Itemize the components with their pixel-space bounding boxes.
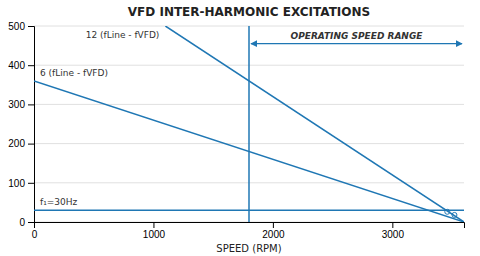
y-tick: 0 [19, 217, 34, 228]
range-arrow [251, 43, 462, 44]
labels: f₁=30Hz 6 (fLine - fVFD) 12 (fLine - fVFD) [40, 30, 159, 207]
line [165, 26, 464, 222]
x-axis-line [35, 223, 465, 229]
y-tick-mark [28, 65, 34, 66]
x-axis-title: SPEED (RPM) [216, 243, 281, 254]
y-tick-mark [28, 26, 34, 27]
y-tick-label: 500 [8, 21, 25, 32]
line-label: f₁=30Hz [40, 197, 78, 207]
annotation: OPERATING SPEED RANGE [291, 31, 424, 41]
y-tick-mark [28, 222, 34, 223]
y-tick-label: 200 [8, 138, 25, 149]
x-tick: 0 [32, 222, 38, 240]
y-tick: 500 [8, 21, 34, 32]
x-tick-label: 2000 [262, 229, 285, 240]
line-label: 6 (fLine - fVFD) [40, 68, 108, 78]
line [248, 26, 250, 222]
x-tick-mark [153, 222, 154, 228]
y-tick-mark [28, 183, 34, 184]
x-tick-mark [392, 222, 393, 228]
y-tick-label: 100 [8, 178, 25, 189]
grid [34, 26, 464, 222]
x-tick: 2000 [262, 222, 285, 240]
y-tick: 300 [8, 99, 34, 110]
x-tick: 3000 [382, 222, 405, 240]
chart: 0 1000 2000 3000 0 100 200 300 400 500 f₁=30Hz 6 (f… [0, 0, 480, 256]
y-axis: 0 100 200 300 400 500 [8, 21, 34, 228]
y-tick-label: 0 [19, 217, 25, 228]
title: VFD INTER-HARMONIC EXCITATIONS [128, 5, 370, 19]
y-tick: 400 [8, 60, 34, 71]
y-tick-label: 300 [8, 99, 25, 110]
y-tick: 200 [8, 138, 34, 149]
y-axis-line [28, 27, 35, 223]
y-tick-mark [28, 104, 34, 105]
x-tick-label: 1000 [143, 229, 166, 240]
plot-area [34, 26, 464, 222]
line-label: 12 (fLine - fVFD) [86, 30, 160, 40]
y-tick-mark [28, 144, 34, 145]
y-tick-label: 400 [8, 60, 25, 71]
x-tick: 1000 [143, 222, 166, 240]
y-tick: 100 [8, 178, 34, 189]
x-tick-label: 0 [32, 229, 38, 240]
point [445, 209, 450, 214]
point [452, 212, 457, 217]
x-axis: 0 1000 2000 3000 [32, 222, 465, 240]
x-tick-mark [273, 222, 274, 228]
x-tick-label: 3000 [382, 229, 405, 240]
